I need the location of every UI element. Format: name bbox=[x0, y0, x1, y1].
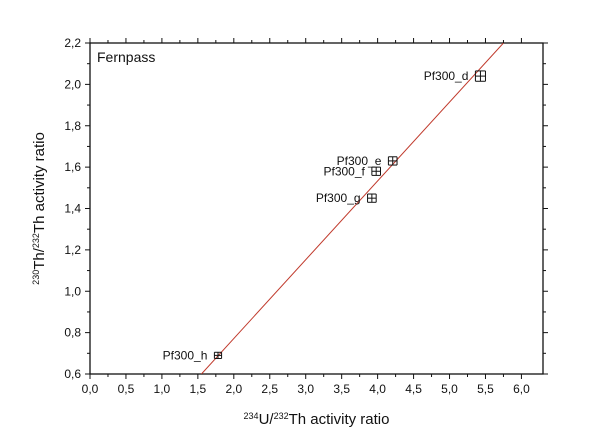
axis-title-text: Th activity ratio bbox=[31, 132, 48, 233]
data-point-pf300-d bbox=[474, 70, 486, 82]
plot-frame-rect bbox=[89, 42, 544, 375]
x-tick-label: 4,0 bbox=[369, 382, 386, 396]
x-tick-label: 5,0 bbox=[441, 382, 458, 396]
x-tick-label: 6,0 bbox=[513, 382, 530, 396]
y-tick-label: 1,6 bbox=[64, 160, 81, 174]
fit-line-group bbox=[201, 43, 504, 374]
x-tick-label: 1,0 bbox=[154, 382, 171, 396]
data-point-pf300-f bbox=[371, 166, 381, 176]
axis-title-superscript: 232 bbox=[31, 233, 41, 248]
axis-title-superscript: 234 bbox=[244, 411, 259, 421]
x-axis-title: 234U/232Th activity ratio bbox=[244, 411, 390, 428]
data-points bbox=[213, 70, 486, 359]
x-tick-label: 2,5 bbox=[261, 382, 278, 396]
axis-ticks: 0,0 0,5 1,0 1,5 2,0 2,5 3,0 3,5 4,0 4,5 5,0 5,5 6,0 0… bbox=[64, 36, 548, 396]
x-tick-label: 1,5 bbox=[190, 382, 207, 396]
x-tick-label: 5,5 bbox=[477, 382, 494, 396]
x-tick-label: 3,0 bbox=[297, 382, 314, 396]
axis-title-superscript: 230 bbox=[31, 270, 41, 285]
point-label: Pf300_g bbox=[316, 191, 361, 205]
data-point-pf300-h bbox=[213, 351, 223, 359]
x-tick-label: 2,0 bbox=[225, 382, 242, 396]
axis-title-text: U/ bbox=[259, 411, 275, 428]
plot-frame bbox=[89, 42, 544, 375]
point-label: Pf300_d bbox=[424, 69, 469, 83]
data-point-pf300-g bbox=[367, 193, 377, 203]
y-tick-label: 1,2 bbox=[64, 243, 81, 257]
y-axis-title: 230Th/232Th activity ratio bbox=[31, 132, 48, 285]
x-tick-label: 3,5 bbox=[333, 382, 350, 396]
y-tick-label: 0,8 bbox=[64, 326, 81, 340]
point-label: Pf300_e bbox=[337, 154, 382, 168]
x-tick-label: 0,5 bbox=[118, 382, 135, 396]
axis-title-text: Th activity ratio bbox=[289, 411, 390, 428]
y-tick-label: 0,6 bbox=[64, 367, 81, 381]
y-tick-label: 1,4 bbox=[64, 202, 81, 216]
y-tick-label: 1,8 bbox=[64, 119, 81, 133]
point-label: Pf300_f bbox=[323, 164, 365, 178]
axis-title-text: Th/ bbox=[31, 247, 48, 270]
x-tick-label: 0,0 bbox=[82, 382, 99, 396]
x-tick-label: 4,5 bbox=[405, 382, 422, 396]
point-label: Pf300_h bbox=[163, 348, 208, 362]
isochron-fit-line bbox=[201, 43, 504, 374]
axis-title-superscript: 232 bbox=[274, 411, 289, 421]
panel-title: Fernpass bbox=[97, 49, 155, 65]
y-tick-label: 2,2 bbox=[64, 36, 81, 50]
y-tick-label: 2,0 bbox=[64, 77, 81, 91]
data-point-pf300-e bbox=[387, 156, 398, 166]
y-tick-label: 1,0 bbox=[64, 284, 81, 298]
